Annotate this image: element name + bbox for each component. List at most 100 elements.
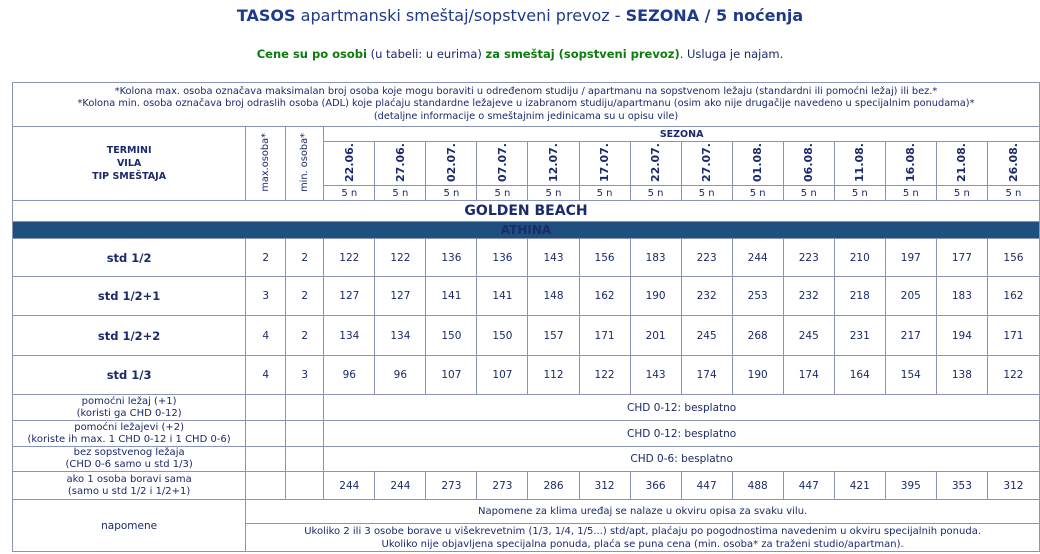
extra-label-line2: (koriste ih max. 1 CHD 0-12 i 1 CHD 0-6): [27, 433, 231, 445]
villa-name: ATHINA: [12, 221, 1040, 239]
date-header-cell: 11.08.: [833, 141, 886, 186]
date-label: 01.08.: [751, 142, 765, 182]
price-table: *Kolona max. osoba označava maksimalan b…: [11, 82, 1040, 552]
single-price-cell: 366: [629, 471, 682, 500]
single-label-line2: (samo u std 1/2 i 1/2+1): [67, 485, 191, 497]
napomene-row: napomene Napomene za klima uređaj se nala…: [11, 499, 1040, 552]
single-price-cell: 447: [680, 471, 733, 500]
header-tip: TIP SMEŠTAJA: [92, 171, 167, 182]
empty-min: [285, 471, 325, 500]
date-label: 27.06.: [393, 142, 407, 182]
min-osoba-value: 2: [285, 238, 325, 277]
price-cell: 107: [476, 355, 529, 395]
date-header-cell: 26.08.: [986, 141, 1040, 186]
price-cell: 162: [578, 276, 631, 316]
price-cell: 244: [731, 238, 784, 277]
napomene-row: Ukoliko 2 ili 3 osobe borave u višekreve…: [13, 523, 1040, 552]
price-cell: 136: [425, 238, 478, 277]
extra-row: pomoćni ležaj (+1) (koristi ga CHD 0-12) C…: [11, 394, 1040, 421]
extra-label-line1: pomoćni ležajevi (+2): [74, 421, 184, 433]
sezona-header: SEZONA: [323, 126, 1040, 142]
date-header-cell: 16.08.: [884, 141, 937, 186]
subtitle-part4: . Usluga je najam.: [679, 47, 784, 61]
extra-label: pomoćni ležaj (+1) (koristi ga CHD 0-12): [11, 394, 247, 421]
max-osoba-label: max.osoba*: [260, 132, 272, 192]
min-osoba-label: min. osoba*: [299, 132, 311, 192]
price-cell: 154: [884, 355, 937, 395]
single-price-cell: 488: [731, 471, 784, 500]
nights-label: 5 n: [425, 185, 478, 201]
max-osoba-value: 4: [245, 315, 287, 356]
date-label: 22.07.: [649, 142, 663, 182]
min-osoba-value: 2: [285, 276, 325, 316]
single-price-cell: 353: [935, 471, 988, 500]
date-header-cell: 17.07.: [578, 141, 631, 186]
page-title: TASOS apartmanski smeštaj/sopstveni prev…: [0, 6, 1040, 25]
single-price-cell: 447: [782, 471, 835, 500]
empty-max: [245, 420, 287, 447]
extra-label-line2: (koristi ga CHD 0-12): [76, 407, 182, 419]
date-label: 16.08.: [904, 142, 918, 182]
nights-label: 5 n: [833, 185, 886, 201]
single-price-cell: 244: [323, 471, 376, 500]
header-labels: TERMINI VILA TIP SMEŠTAJA: [11, 126, 247, 201]
date-header-cell: 01.08.: [731, 141, 784, 186]
date-header-cell: 27.07.: [680, 141, 733, 186]
price-cell: 141: [425, 276, 478, 316]
max-osoba-header: max.osoba*: [245, 126, 287, 201]
price-cell: 245: [782, 315, 835, 356]
nights-label: 5 n: [476, 185, 529, 201]
price-cell: 223: [680, 238, 733, 277]
single-price-cell: 312: [578, 471, 631, 500]
price-cell: 197: [884, 238, 937, 277]
max-osoba-value: 2: [245, 238, 287, 277]
price-cell: 177: [935, 238, 988, 277]
table-row: std 1/2+2 4 2 134 134 150 150 157 171 201 245 268 24…: [11, 315, 1040, 356]
max-osoba-value: 3: [245, 276, 287, 316]
price-cell: 190: [731, 355, 784, 395]
extra-value: CHD 0-6: besplatno: [323, 446, 1040, 472]
extra-label-line2: (CHD 0-6 samo u std 1/3): [65, 459, 193, 470]
price-cell: 150: [425, 315, 478, 356]
extra-label-line1: bez sopstvenog ležaja: [73, 447, 185, 458]
price-cell: 174: [680, 355, 733, 395]
price-cell: 127: [323, 276, 376, 316]
date-label: 17.07.: [598, 142, 612, 182]
price-cell: 194: [935, 315, 988, 356]
price-cell: 127: [374, 276, 427, 316]
single-price-cell: 312: [986, 471, 1040, 500]
min-osoba-header: min. osoba*: [285, 126, 325, 201]
price-cell: 143: [527, 238, 580, 277]
nights-label: 5 n: [629, 185, 682, 201]
date-header-cell: 02.07.: [425, 141, 478, 186]
nights-label: 5 n: [884, 185, 937, 201]
price-cell: 171: [578, 315, 631, 356]
title-part2: apartmanski smeštaj/sopstveni prevoz -: [295, 6, 626, 25]
note-max: *Kolona max. osoba označava maksimalan b…: [114, 85, 938, 97]
price-cell: 162: [986, 276, 1040, 316]
price-cell: 122: [323, 238, 376, 277]
date-label: 12.07.: [546, 142, 560, 182]
date-label: 07.07.: [495, 142, 509, 182]
price-cell: 148: [527, 276, 580, 316]
price-cell: 164: [833, 355, 886, 395]
extra-value: CHD 0-12: besplatno: [323, 394, 1040, 421]
empty-max: [245, 446, 287, 472]
price-cell: 141: [476, 276, 529, 316]
single-price-cell: 395: [884, 471, 937, 500]
price-cell: 136: [476, 238, 529, 277]
subtitle-part3: za smeštaj (sopstveni prevoz): [485, 47, 680, 61]
min-osoba-value: 3: [285, 355, 325, 395]
room-type: std 1/2+2: [11, 315, 247, 356]
price-cell: 183: [935, 276, 988, 316]
date-header-cell: 12.07.: [527, 141, 580, 186]
date-header-cell: 22.06.: [323, 141, 376, 186]
extra-label-line1: pomoćni ležaj (+1): [81, 395, 177, 407]
empty-min: [285, 420, 325, 447]
nights-label: 5 n: [731, 185, 784, 201]
date-header-cell: 06.08.: [782, 141, 835, 186]
price-cell: 150: [476, 315, 529, 356]
extra-row: bez sopstvenog ležaja (CHD 0-6 samo u std…: [11, 446, 1040, 472]
min-osoba-value: 2: [285, 315, 325, 356]
page-subtitle: Cene su po osobi (u tabeli: u eurima) za…: [0, 47, 1040, 61]
